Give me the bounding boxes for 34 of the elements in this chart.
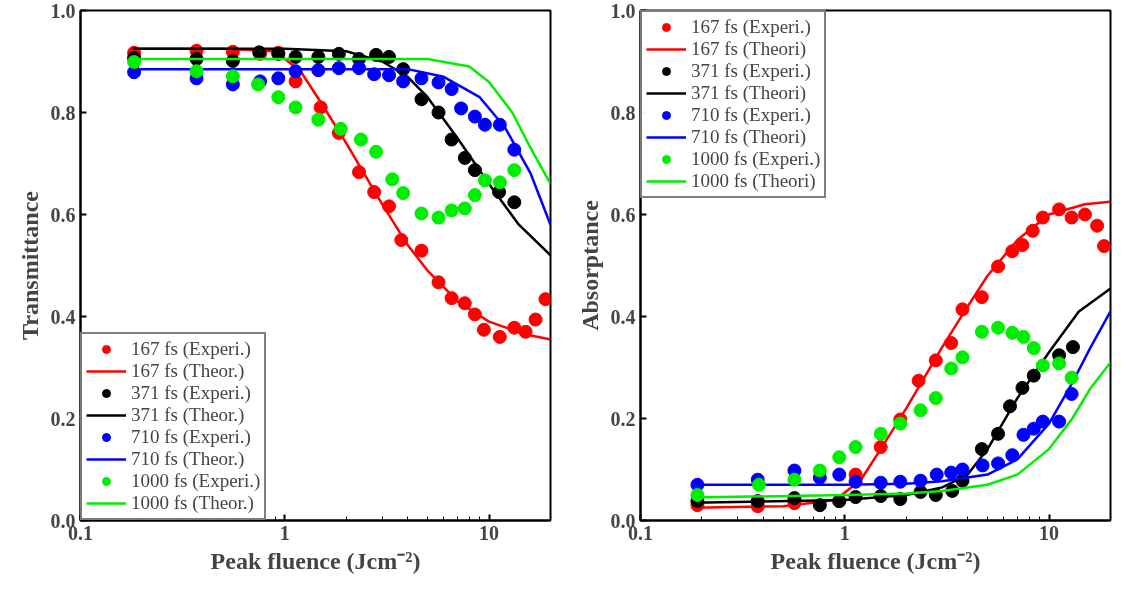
y-tick-label: 0.8 <box>50 101 76 124</box>
x-axis-title: Peak fluence (Jcm⁻²) <box>210 547 421 574</box>
y-tick-label: 0.6 <box>610 203 636 226</box>
legend-label: 371 fs (Experi.) <box>691 60 811 82</box>
y-tick-label: 0.4 <box>50 305 76 328</box>
legend-label: 167 fs (Experi.) <box>131 338 251 360</box>
legend-label: 1000 fs (Experi.) <box>691 148 821 170</box>
legend-label: 710 fs (Experi.) <box>691 104 811 126</box>
legend-label: 710 fs (Experi.) <box>131 426 251 448</box>
legend-label: 167 fs (Theor.) <box>131 360 245 382</box>
legend-label: 1000 fs (Experi.) <box>131 470 261 492</box>
x-tick-label: 1 <box>839 521 850 544</box>
y-tick-label: 0.6 <box>50 203 76 226</box>
legend-label: 167 fs (Experi.) <box>691 16 811 38</box>
x-axis-title: Peak fluence (Jcm⁻²) <box>770 547 981 574</box>
legend-label: 710 fs (Theor.) <box>131 448 245 470</box>
y-tick-label: 1.0 <box>50 0 76 22</box>
y-tick-label: 0.2 <box>610 407 636 430</box>
y-tick-label: 0.8 <box>610 101 636 124</box>
x-tick-label: 10 <box>479 521 500 544</box>
y-tick-label: 0.4 <box>610 305 636 328</box>
x-tick-label: 10 <box>1039 521 1060 544</box>
legend-label: 371 fs (Theori) <box>691 82 807 104</box>
legend-label: 1000 fs (Theori) <box>691 170 816 192</box>
y-tick-label: 1.0 <box>610 0 636 22</box>
y-axis-title: Transmittance <box>16 190 43 340</box>
legend-label: 1000 fs (Theor.) <box>131 492 254 514</box>
legend-label: 371 fs (Theor.) <box>131 404 245 426</box>
legend-label: 167 fs (Theori) <box>691 38 807 60</box>
y-tick-label: 0.2 <box>50 407 76 430</box>
x-tick-label: 1 <box>279 521 290 544</box>
y-axis-title: Absorptance <box>576 199 603 331</box>
legend-label: 371 fs (Experi.) <box>131 382 251 404</box>
legend-label: 710 fs (Theori) <box>691 126 807 148</box>
